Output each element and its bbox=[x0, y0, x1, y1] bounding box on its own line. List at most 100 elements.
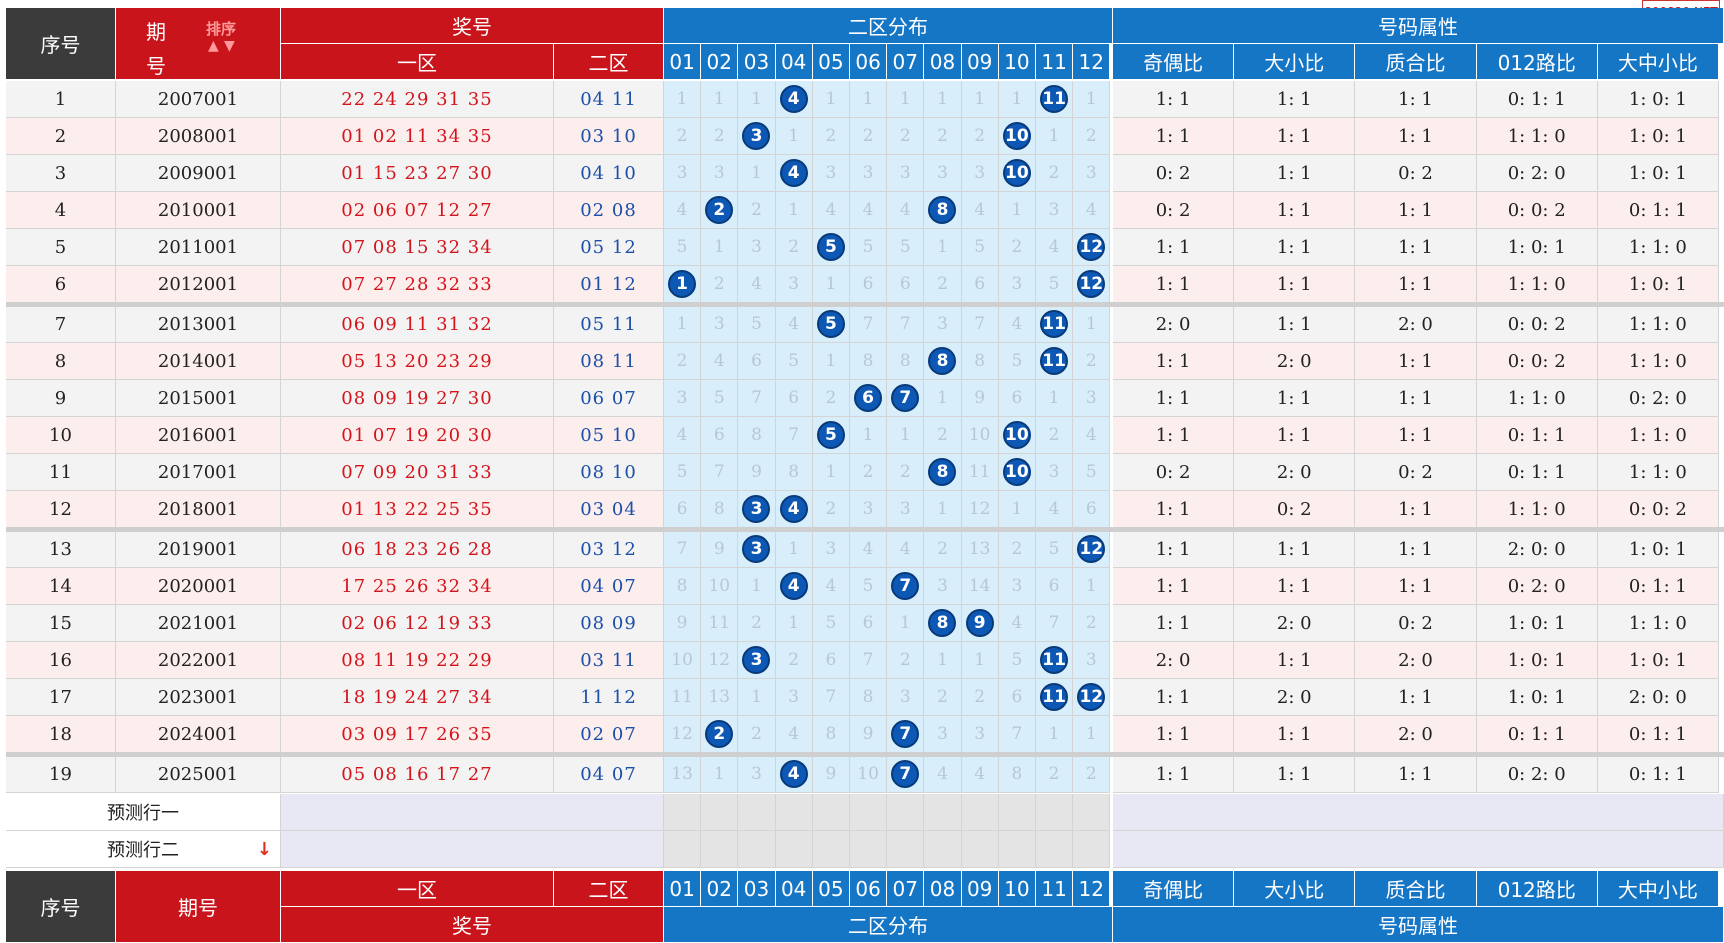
predict-dist-cell[interactable] bbox=[812, 794, 850, 831]
dist-cell: 1 bbox=[924, 642, 962, 679]
dist-cell: 4 bbox=[1036, 229, 1074, 266]
predict-dist-cell[interactable] bbox=[1073, 794, 1111, 831]
miss-count: 1 bbox=[937, 89, 948, 109]
sort-up-icon[interactable]: ▲ bbox=[208, 38, 219, 54]
predict-dist-cell[interactable] bbox=[887, 794, 925, 831]
row-seq: 13 bbox=[6, 531, 116, 568]
predict-dist-cell[interactable] bbox=[961, 831, 999, 868]
predict-dist-cell[interactable] bbox=[961, 794, 999, 831]
dist-cell: 1 bbox=[998, 192, 1036, 229]
miss-count: 1 bbox=[1011, 499, 1023, 519]
dist-cell: 8 bbox=[701, 491, 739, 528]
row-front-numbers: 02 06 12 19 33 bbox=[281, 605, 554, 642]
predict-dist-cell[interactable] bbox=[850, 831, 888, 868]
miss-count: 4 bbox=[788, 314, 800, 334]
predict-row-label[interactable]: 预测行一 bbox=[6, 794, 281, 831]
predict-dist-cell[interactable] bbox=[812, 831, 850, 868]
predict-award-area[interactable] bbox=[281, 794, 664, 831]
miss-count: 4 bbox=[974, 764, 986, 784]
miss-count: 2 bbox=[862, 126, 874, 146]
dist-cell: 7 bbox=[887, 380, 925, 417]
row-period: 2023001 bbox=[116, 679, 281, 716]
predict-dist-cell[interactable] bbox=[738, 794, 776, 831]
predict-dist-cell[interactable] bbox=[850, 794, 888, 831]
dist-cell: 9 bbox=[664, 605, 702, 642]
predict-dist-cell[interactable] bbox=[664, 831, 702, 868]
predict-dist-cell[interactable] bbox=[1073, 831, 1111, 868]
predict-dist-cell[interactable] bbox=[998, 794, 1036, 831]
row-attr: 1: 1 bbox=[1234, 642, 1356, 679]
dist-cell: 1 bbox=[961, 81, 999, 118]
miss-count: 2 bbox=[1085, 613, 1097, 633]
dist-cell: 4 bbox=[961, 192, 999, 229]
predict-dist-cell[interactable] bbox=[738, 831, 776, 868]
predict-attr-area[interactable] bbox=[1113, 794, 1724, 831]
dist-cell: 3 bbox=[701, 306, 739, 343]
predict-dist-cell[interactable] bbox=[664, 794, 702, 831]
header-attr: 号码属性 bbox=[1113, 8, 1724, 44]
dist-cell: 4 bbox=[775, 306, 813, 343]
predict-attr-area[interactable] bbox=[1113, 831, 1724, 868]
dist-cell: 4 bbox=[701, 343, 739, 380]
predict-dist-cell[interactable] bbox=[701, 794, 739, 831]
sort-down-icon[interactable]: ▼ bbox=[224, 38, 235, 54]
row-attr: 1: 0: 1 bbox=[1597, 266, 1719, 303]
miss-count: 8 bbox=[788, 462, 800, 482]
footer-num-12: 12 bbox=[1073, 871, 1111, 907]
row-attr: 0: 2: 0 bbox=[1476, 756, 1598, 793]
predict-row-label[interactable]: 预测行二 ↓ bbox=[6, 831, 281, 868]
dist-cell: 6 bbox=[998, 679, 1036, 716]
dist-cell: 6 bbox=[850, 266, 888, 303]
row-attr: 1: 0: 1 bbox=[1597, 81, 1719, 118]
miss-count: 9 bbox=[974, 388, 986, 408]
row-back-numbers: 05 11 bbox=[554, 306, 664, 343]
header-attr-col: 012路比 bbox=[1476, 44, 1598, 80]
predict-dist-cell[interactable] bbox=[924, 831, 962, 868]
miss-count: 3 bbox=[862, 163, 874, 183]
predict-dist-cell[interactable] bbox=[775, 794, 813, 831]
row-back-numbers: 02 07 bbox=[554, 716, 664, 753]
miss-count: 2 bbox=[676, 351, 688, 371]
miss-count: 1 bbox=[937, 499, 948, 519]
dist-cell: 7 bbox=[887, 716, 925, 753]
row-back-numbers: 03 12 bbox=[554, 531, 664, 568]
predict-dist-cell[interactable] bbox=[998, 831, 1036, 868]
dist-cell: 1 bbox=[738, 155, 776, 192]
row-seq: 8 bbox=[6, 343, 116, 380]
dist-cell: 4 bbox=[775, 568, 813, 605]
miss-count: 2 bbox=[937, 539, 948, 559]
dist-cell: 7 bbox=[701, 454, 739, 491]
dist-cell: 7 bbox=[887, 568, 925, 605]
row-attr: 1: 1: 0 bbox=[1597, 417, 1719, 454]
predict-dist-cell[interactable] bbox=[701, 831, 739, 868]
dist-cell: 3 bbox=[887, 155, 925, 192]
miss-count: 1 bbox=[788, 126, 800, 146]
miss-count: 2 bbox=[751, 724, 762, 744]
group-separator bbox=[6, 752, 1724, 757]
dist-cell: 1 bbox=[887, 81, 925, 118]
predict-dist-cell[interactable] bbox=[1036, 831, 1074, 868]
dist-cell: 7 bbox=[998, 716, 1036, 753]
dist-cell: 4 bbox=[738, 266, 776, 303]
hit-ball: 8 bbox=[928, 458, 957, 486]
dist-cell: 11 bbox=[664, 679, 702, 716]
sort-button[interactable]: 排序 bbox=[206, 20, 237, 38]
predict-dist-cell[interactable] bbox=[924, 794, 962, 831]
dist-cell: 9 bbox=[701, 531, 739, 568]
row-back-numbers: 03 10 bbox=[554, 118, 664, 155]
miss-count: 1 bbox=[676, 314, 688, 334]
dist-cell: 6 bbox=[961, 266, 999, 303]
predict-dist-cell[interactable] bbox=[887, 831, 925, 868]
predict-dist-cell[interactable] bbox=[775, 831, 813, 868]
predict-award-area[interactable] bbox=[281, 831, 664, 868]
dist-cell: 3 bbox=[738, 756, 776, 793]
row-attr: 0: 1: 1 bbox=[1597, 716, 1719, 753]
expand-arrow-icon[interactable]: ↓ bbox=[256, 839, 272, 860]
row-seq: 17 bbox=[6, 679, 116, 716]
predict-dist-cell[interactable] bbox=[1036, 794, 1074, 831]
dist-cell: 3 bbox=[738, 118, 776, 155]
row-attr: 2: 0: 0 bbox=[1476, 531, 1598, 568]
row-seq: 19 bbox=[6, 756, 116, 793]
dist-cell: 10 bbox=[998, 454, 1036, 491]
